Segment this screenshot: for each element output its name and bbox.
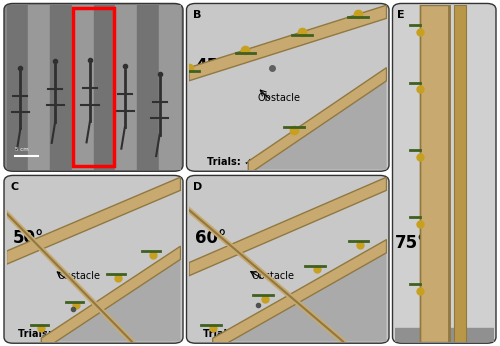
FancyBboxPatch shape bbox=[4, 175, 183, 343]
Text: Trials: ✗ ✓ ✓ ✗: Trials: ✗ ✓ ✓ ✗ bbox=[18, 329, 98, 339]
Polygon shape bbox=[42, 246, 180, 342]
FancyBboxPatch shape bbox=[4, 3, 183, 171]
FancyBboxPatch shape bbox=[392, 3, 496, 343]
Bar bbox=[72, 8, 114, 166]
Text: A: A bbox=[10, 10, 18, 20]
Bar bbox=[6, 5, 28, 170]
Text: 5 cm: 5 cm bbox=[15, 147, 29, 153]
Bar bbox=[72, 5, 94, 170]
Bar bbox=[159, 5, 180, 170]
Bar bbox=[50, 5, 72, 170]
Bar bbox=[115, 5, 137, 170]
Polygon shape bbox=[6, 177, 180, 264]
Polygon shape bbox=[248, 68, 386, 174]
Bar bbox=[94, 5, 115, 170]
Text: 45°: 45° bbox=[196, 57, 227, 75]
Polygon shape bbox=[248, 68, 386, 170]
Text: Obstacle: Obstacle bbox=[58, 272, 100, 281]
FancyBboxPatch shape bbox=[186, 175, 389, 343]
Polygon shape bbox=[189, 5, 386, 81]
Text: 50°: 50° bbox=[13, 229, 44, 247]
Text: E: E bbox=[396, 10, 404, 20]
Text: Trials: ✓ ✓ ✓ ✓: Trials: ✓ ✓ ✓ ✓ bbox=[207, 157, 286, 167]
Polygon shape bbox=[42, 246, 180, 346]
Text: Obstacle: Obstacle bbox=[258, 93, 300, 103]
Text: D: D bbox=[193, 182, 202, 192]
Polygon shape bbox=[212, 239, 386, 346]
Polygon shape bbox=[212, 239, 386, 342]
Text: Trials: ✓ ✓ ✗ ✗: Trials: ✓ ✓ ✗ ✗ bbox=[202, 329, 282, 339]
Bar bbox=[395, 328, 494, 342]
Text: 75°: 75° bbox=[395, 234, 426, 252]
Text: C: C bbox=[10, 182, 18, 192]
FancyBboxPatch shape bbox=[186, 3, 389, 171]
Text: B: B bbox=[193, 10, 202, 20]
Text: Obstacle: Obstacle bbox=[252, 272, 294, 281]
Text: 60°: 60° bbox=[196, 229, 227, 247]
Polygon shape bbox=[454, 5, 466, 342]
Polygon shape bbox=[189, 177, 386, 276]
Polygon shape bbox=[420, 5, 449, 342]
Bar bbox=[137, 5, 159, 170]
Bar bbox=[28, 5, 50, 170]
